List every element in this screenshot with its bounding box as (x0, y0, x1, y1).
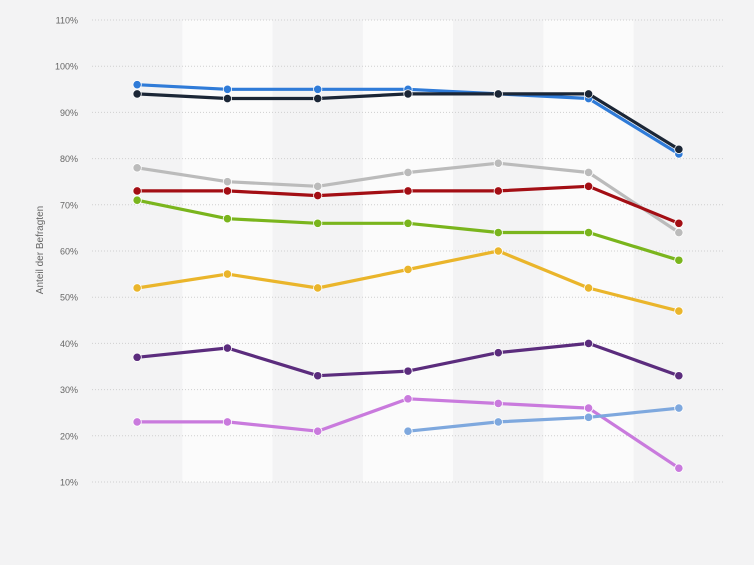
y-tick-label: 50% (60, 293, 78, 303)
data-point (313, 190, 323, 201)
series-8 (132, 394, 684, 473)
data-point (403, 167, 413, 178)
y-tick-label: 20% (60, 431, 78, 441)
data-point (222, 84, 233, 94)
y-tick-label: 110% (56, 16, 78, 26)
data-point (583, 338, 594, 348)
series-4 (132, 181, 684, 228)
data-point (313, 426, 323, 436)
y-tick-label: 70% (60, 200, 78, 210)
data-point (222, 269, 233, 279)
data-point (674, 227, 684, 238)
data-point (674, 255, 684, 265)
data-point (493, 158, 503, 168)
data-point (674, 403, 684, 413)
data-point (222, 417, 233, 427)
series-7 (132, 338, 684, 381)
data-point (403, 394, 413, 404)
y-tick-label: 90% (60, 108, 78, 118)
series-2 (132, 89, 684, 154)
data-point (583, 181, 594, 191)
y-tick-label: 100% (55, 62, 78, 72)
data-point (493, 227, 503, 238)
y-tick-label: 60% (60, 247, 78, 257)
data-point (313, 181, 323, 191)
data-point (403, 218, 413, 228)
data-point (132, 186, 142, 196)
data-point (403, 186, 413, 196)
series-5 (132, 195, 684, 265)
data-point (493, 348, 503, 358)
data-point (132, 89, 142, 99)
data-point (222, 93, 233, 104)
data-point (583, 403, 594, 413)
data-point (493, 246, 503, 256)
data-point (222, 214, 233, 224)
data-point (313, 371, 323, 381)
data-point (583, 167, 594, 178)
data-point (313, 84, 323, 94)
data-point (674, 371, 684, 381)
series-6 (132, 246, 684, 316)
data-point (493, 417, 503, 427)
data-point (132, 163, 142, 173)
data-point (222, 343, 233, 353)
data-point (674, 144, 684, 154)
y-tick-label: 30% (60, 385, 78, 395)
data-point (132, 352, 142, 362)
data-point (132, 283, 142, 293)
data-point (674, 463, 684, 473)
data-point (493, 89, 503, 99)
series-9 (403, 403, 684, 436)
data-point (493, 398, 503, 409)
data-point (132, 195, 142, 205)
data-point (403, 366, 413, 376)
data-point (403, 89, 413, 99)
series-line (406, 406, 681, 433)
data-point (132, 417, 142, 427)
data-point (583, 89, 594, 99)
data-point (313, 218, 323, 228)
data-point (674, 218, 684, 228)
data-point (583, 283, 594, 293)
data-point (493, 186, 503, 196)
series-group (132, 80, 684, 473)
data-point (132, 80, 142, 90)
y-tick-label: 40% (60, 339, 78, 349)
series-3 (132, 158, 684, 238)
data-point (222, 186, 233, 196)
data-point (403, 426, 413, 436)
data-point (222, 177, 233, 187)
data-point (403, 264, 413, 275)
data-point (313, 283, 323, 293)
data-point (583, 412, 594, 422)
y-tick-label: 10% (60, 478, 78, 488)
data-point (583, 227, 594, 238)
data-point (674, 306, 684, 316)
y-axis: 10% 20% 30% 40% 50% 60% 70% 80% 90% 100% 110% (55, 16, 78, 488)
grid-lines (92, 19, 724, 483)
data-point (313, 93, 323, 104)
y-axis-label: Anteil der Befragten (35, 206, 46, 294)
y-tick-label: 80% (60, 154, 78, 164)
